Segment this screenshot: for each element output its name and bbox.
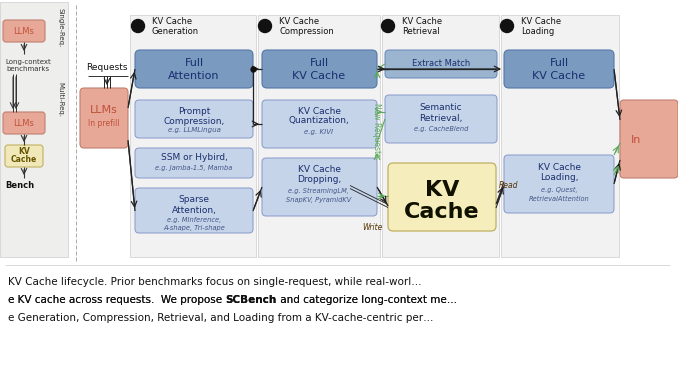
Text: e.g. LLMLingua: e.g. LLMLingua [167, 127, 220, 133]
FancyBboxPatch shape [262, 158, 377, 216]
Text: e.g. Quest,: e.g. Quest, [540, 187, 577, 193]
Text: Compression: Compression [279, 27, 334, 35]
Text: KV Cache: KV Cache [298, 107, 340, 117]
FancyBboxPatch shape [80, 88, 128, 148]
Text: SSM or Hybird,: SSM or Hybird, [161, 154, 227, 163]
Bar [130, 15, 256, 257]
Text: benchmarks: benchmarks [6, 66, 49, 72]
Text: e.g. Jamba-1.5, Mamba: e.g. Jamba-1.5, Mamba [155, 165, 233, 171]
FancyBboxPatch shape [620, 100, 678, 178]
Text: KV Cache: KV Cache [279, 18, 319, 27]
Text: Prompt: Prompt [178, 107, 210, 117]
Circle shape [258, 19, 271, 32]
Text: LLMs: LLMs [90, 105, 118, 115]
Bar [0, 2, 68, 257]
FancyBboxPatch shape [135, 50, 253, 88]
Text: Sparse: Sparse [178, 195, 210, 205]
Text: Full: Full [184, 58, 203, 68]
Text: Quantization,: Quantization, [289, 117, 349, 125]
Text: Compression,: Compression, [163, 117, 224, 125]
Text: KV: KV [425, 180, 459, 200]
Text: Bench: Bench [5, 181, 34, 189]
Text: KV: KV [18, 147, 30, 157]
Text: Full: Full [549, 58, 569, 68]
Text: Retrieval: Retrieval [402, 27, 439, 35]
Text: and categorize long-context me…: and categorize long-context me… [277, 295, 457, 305]
Text: Generation: Generation [152, 27, 199, 35]
Text: In prefill: In prefill [88, 118, 120, 128]
Text: RetrievalAttention: RetrievalAttention [529, 196, 589, 202]
Text: Long-context: Long-context [5, 59, 51, 65]
Text: e.g. StreamingLM,: e.g. StreamingLM, [289, 188, 349, 194]
Text: Semantic: Semantic [420, 104, 462, 112]
Text: Write: Write [363, 224, 383, 232]
FancyBboxPatch shape [135, 100, 253, 138]
Text: and categorize long-context me…: and categorize long-context me… [277, 295, 457, 305]
Bar [382, 15, 499, 257]
Text: KV Cache: KV Cache [538, 163, 580, 173]
Text: Loading,: Loading, [540, 173, 578, 182]
Text: 4: 4 [504, 21, 510, 30]
Text: In: In [631, 135, 641, 145]
Text: e.g. CacheBlend: e.g. CacheBlend [414, 126, 468, 132]
Text: Retrieval,: Retrieval, [419, 114, 462, 123]
Text: KV Cache: KV Cache [298, 165, 340, 174]
FancyBboxPatch shape [3, 20, 45, 42]
Text: SnapKV, PyramidKV: SnapKV, PyramidKV [286, 197, 352, 203]
Text: KV Cache: KV Cache [292, 71, 346, 81]
FancyBboxPatch shape [135, 148, 253, 178]
Text: KV Cache: KV Cache [152, 18, 192, 27]
Text: Read: Read [499, 181, 519, 189]
Circle shape [132, 19, 144, 32]
Bar [258, 15, 380, 257]
Text: KV Cache: KV Cache [402, 18, 442, 27]
Text: Single-Req.: Single-Req. [57, 8, 63, 48]
Text: New Requests: New Requests [372, 103, 382, 157]
Text: Loading: Loading [521, 27, 554, 35]
FancyBboxPatch shape [5, 145, 43, 167]
Text: Cache: Cache [11, 155, 37, 163]
Text: 3: 3 [385, 21, 391, 30]
FancyBboxPatch shape [385, 95, 497, 143]
FancyBboxPatch shape [262, 50, 377, 88]
Circle shape [382, 19, 395, 32]
Text: Extract Match: Extract Match [412, 59, 470, 69]
Text: Dropping,: Dropping, [297, 176, 341, 184]
Text: Requests: Requests [86, 64, 127, 72]
Text: e.g. MInference,: e.g. MInference, [167, 217, 221, 223]
Text: Attention,: Attention, [172, 205, 216, 215]
FancyBboxPatch shape [504, 50, 614, 88]
FancyBboxPatch shape [504, 155, 614, 213]
Text: Full: Full [309, 58, 329, 68]
Text: 2: 2 [262, 21, 268, 30]
Text: A-shape, Tri-shape: A-shape, Tri-shape [163, 225, 225, 231]
FancyBboxPatch shape [388, 163, 496, 231]
Text: SCBench: SCBench [225, 295, 277, 305]
Text: Attention: Attention [168, 71, 220, 81]
Text: LLMs: LLMs [14, 27, 35, 35]
FancyBboxPatch shape [3, 112, 45, 134]
Text: e.g. KIVI: e.g. KIVI [304, 129, 334, 135]
Text: Multi-Req.: Multi-Req. [57, 83, 63, 117]
Text: e Generation, Compression, Retrieval, and Loading from a KV-cache-centric per…: e Generation, Compression, Retrieval, an… [8, 313, 433, 323]
Text: 1: 1 [136, 21, 140, 30]
Text: KV Cache: KV Cache [521, 18, 561, 27]
Text: KV Cache: KV Cache [532, 71, 586, 81]
Text: e KV cache across requests.  We propose: e KV cache across requests. We propose [8, 295, 225, 305]
FancyBboxPatch shape [262, 100, 377, 148]
Text: LLMs: LLMs [14, 118, 35, 128]
Text: KV Cache lifecycle. Prior benchmarks focus on single-request, while real-worl…: KV Cache lifecycle. Prior benchmarks foc… [8, 277, 422, 287]
Bar [501, 15, 619, 257]
FancyBboxPatch shape [385, 50, 497, 78]
Text: SCBench: SCBench [225, 295, 277, 305]
Circle shape [500, 19, 513, 32]
FancyBboxPatch shape [135, 188, 253, 233]
Text: Cache: Cache [404, 202, 480, 222]
Text: e KV cache across requests.  We propose: e KV cache across requests. We propose [8, 295, 225, 305]
